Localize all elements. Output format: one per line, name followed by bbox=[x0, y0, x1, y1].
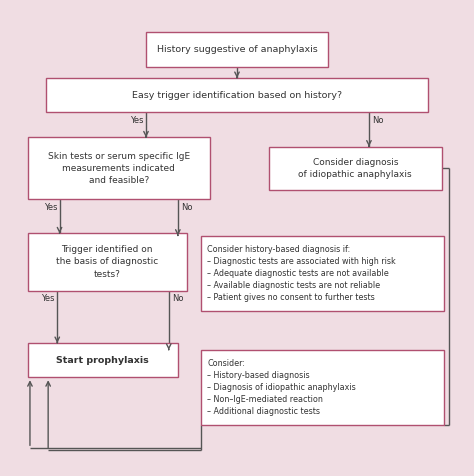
Text: Start prophylaxis: Start prophylaxis bbox=[56, 356, 149, 365]
Text: No: No bbox=[373, 116, 384, 125]
Text: Yes: Yes bbox=[42, 294, 55, 303]
FancyBboxPatch shape bbox=[46, 78, 428, 112]
Text: Skin tests or serum specific IgE
measurements indicated
and feasible?: Skin tests or serum specific IgE measure… bbox=[47, 152, 190, 185]
Text: Consider diagnosis
of idiopathic anaphylaxis: Consider diagnosis of idiopathic anaphyl… bbox=[299, 158, 412, 179]
FancyBboxPatch shape bbox=[269, 147, 442, 190]
FancyBboxPatch shape bbox=[27, 343, 178, 377]
Text: No: No bbox=[173, 294, 184, 303]
Text: Consider history-based diagnosis if:
– Diagnostic tests are associated with high: Consider history-based diagnosis if: – D… bbox=[208, 245, 396, 302]
FancyBboxPatch shape bbox=[201, 236, 444, 311]
Text: Yes: Yes bbox=[44, 203, 57, 212]
FancyBboxPatch shape bbox=[27, 138, 210, 199]
Text: Easy trigger identification based on history?: Easy trigger identification based on his… bbox=[132, 91, 342, 99]
Text: Consider:
– History-based diagnosis
– Diagnosis of idiopathic anaphylaxis
– Non–: Consider: – History-based diagnosis – Di… bbox=[208, 359, 356, 416]
Text: History suggestive of anaphylaxis: History suggestive of anaphylaxis bbox=[156, 45, 318, 54]
Text: No: No bbox=[182, 203, 193, 212]
Text: Trigger identified on
the basis of diagnostic
tests?: Trigger identified on the basis of diagn… bbox=[56, 245, 158, 278]
Text: Yes: Yes bbox=[130, 116, 144, 125]
FancyBboxPatch shape bbox=[201, 350, 444, 426]
FancyBboxPatch shape bbox=[27, 233, 187, 290]
FancyBboxPatch shape bbox=[146, 32, 328, 67]
